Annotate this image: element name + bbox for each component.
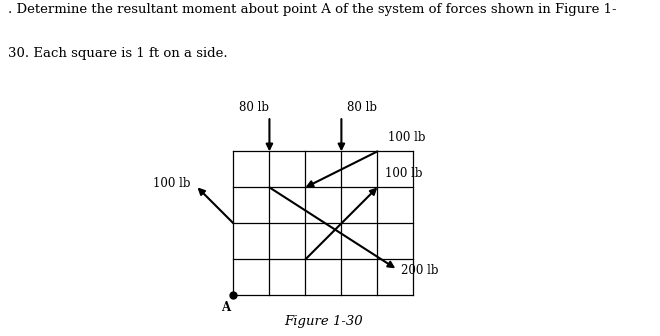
Text: 80 lb: 80 lb <box>240 100 269 114</box>
Text: . Determine the resultant moment about point A of the system of forces shown in : . Determine the resultant moment about p… <box>8 3 616 16</box>
Text: 200 lb: 200 lb <box>401 264 438 277</box>
Text: A: A <box>220 301 230 314</box>
Text: 100 lb: 100 lb <box>152 177 190 190</box>
Text: 100 lb: 100 lb <box>385 167 422 180</box>
Text: 30. Each square is 1 ft on a side.: 30. Each square is 1 ft on a side. <box>8 47 228 60</box>
Text: 80 lb: 80 lb <box>346 100 377 114</box>
Text: 100 lb: 100 lb <box>388 131 426 144</box>
Text: Figure 1-30: Figure 1-30 <box>284 315 363 328</box>
